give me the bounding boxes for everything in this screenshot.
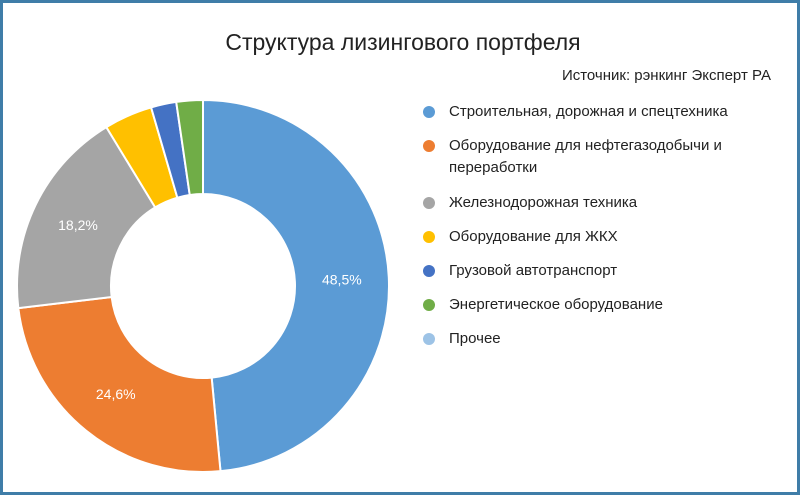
data-label-0: 48,5% xyxy=(322,271,362,287)
chart-legend: Строительная, дорожная и спецтехника Обор… xyxy=(421,101,781,362)
chart-source: Источник: рэнкинг Эксперт РА xyxy=(561,67,771,84)
legend-item-2: Железнодорожная техника xyxy=(421,192,781,214)
chart-title: Структура лизингового портфеля xyxy=(225,29,581,55)
data-label-2: 18,2% xyxy=(58,217,98,233)
pie-slice-0 xyxy=(202,98,390,473)
legend-label-1: Оборудование для нефтегазодобычи и перер… xyxy=(449,137,722,176)
pie-slice-1 xyxy=(17,295,222,473)
legend-marker-0 xyxy=(423,106,435,118)
legend-item-4: Грузовой автотранспорт xyxy=(421,260,781,282)
legend-marker-1 xyxy=(423,140,435,152)
data-label-1: 24,6% xyxy=(96,386,136,402)
donut-chart: 48,5% 24,6% 18,2% xyxy=(16,98,390,473)
legend-marker-5 xyxy=(423,299,435,311)
legend-label-3: Оборудование для ЖКХ xyxy=(449,228,618,245)
legend-marker-3 xyxy=(423,231,435,243)
legend-label-5: Энергетическое оборудование xyxy=(449,296,663,313)
legend-label-0: Строительная, дорожная и спецтехника xyxy=(449,103,728,120)
legend-item-0: Строительная, дорожная и спецтехника xyxy=(421,101,781,123)
legend-item-3: Оборудование для ЖКХ xyxy=(421,226,781,248)
legend-marker-4 xyxy=(423,265,435,277)
legend-label-4: Грузовой автотранспорт xyxy=(449,262,618,279)
legend-marker-2 xyxy=(423,197,435,209)
legend-label-2: Железнодорожная техника xyxy=(449,194,638,211)
legend-item-6: Прочее xyxy=(421,328,781,350)
legend-label-6: Прочее xyxy=(449,330,501,347)
legend-marker-6 xyxy=(423,333,435,345)
pie-slice-2 xyxy=(16,125,157,310)
pie-slice-5 xyxy=(175,98,204,197)
legend-item-5: Энергетическое оборудование xyxy=(421,294,781,316)
legend-item-1: Оборудование для нефтегазодобычи и перер… xyxy=(421,135,781,179)
